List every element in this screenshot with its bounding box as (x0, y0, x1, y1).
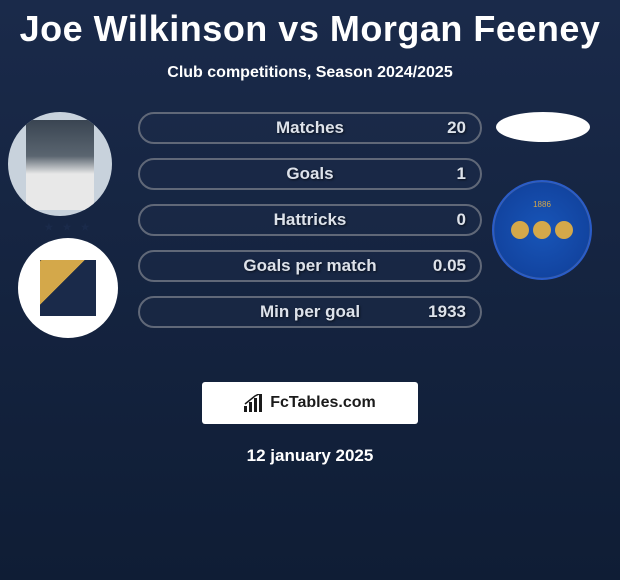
left-column: ★ ★ ★ (8, 112, 128, 338)
badge-lions (511, 221, 573, 239)
badge-emblem (40, 260, 96, 316)
badge-year: 1886 (533, 200, 551, 209)
chart-icon (244, 394, 264, 412)
stat-value: 1 (457, 164, 466, 184)
stat-bar-goals-per-match: Goals per match 0.05 (138, 250, 482, 282)
stat-value: 0.05 (433, 256, 466, 276)
stat-label: Goals per match (243, 256, 376, 276)
player-avatar-right (496, 112, 590, 142)
stat-bars: Matches 20 Goals 1 Hattricks 0 Goals per… (138, 112, 482, 342)
date-label: 12 january 2025 (0, 446, 620, 466)
brand-name: FcTables.com (270, 394, 376, 412)
stat-bar-matches: Matches 20 (138, 112, 482, 144)
stat-bar-goals: Goals 1 (138, 158, 482, 190)
right-column: 1886 (492, 112, 602, 280)
stat-label: Goals (286, 164, 333, 184)
avatar-silhouette (26, 120, 94, 210)
player-avatar-left (8, 112, 112, 216)
comparison-content: ★ ★ ★ Matches 20 Goals 1 Hattricks 0 Goa… (0, 112, 620, 362)
stat-value: 0 (457, 210, 466, 230)
stat-label: Matches (276, 118, 344, 138)
lion-icon (533, 221, 551, 239)
club-badge-left: ★ ★ ★ (18, 238, 118, 338)
club-badge-right: 1886 (492, 180, 592, 280)
badge-stars: ★ ★ ★ (18, 220, 118, 234)
stat-bar-hattricks: Hattricks 0 (138, 204, 482, 236)
badge-shield (40, 260, 96, 316)
brand-watermark: FcTables.com (202, 382, 418, 424)
lion-icon (511, 221, 529, 239)
stat-label: Hattricks (274, 210, 347, 230)
subtitle: Club competitions, Season 2024/2025 (0, 64, 620, 82)
stat-bar-min-per-goal: Min per goal 1933 (138, 296, 482, 328)
lion-icon (555, 221, 573, 239)
stat-value: 1933 (428, 302, 466, 322)
page-title: Joe Wilkinson vs Morgan Feeney (0, 0, 620, 50)
stat-label: Min per goal (260, 302, 360, 322)
stat-value: 20 (447, 118, 466, 138)
